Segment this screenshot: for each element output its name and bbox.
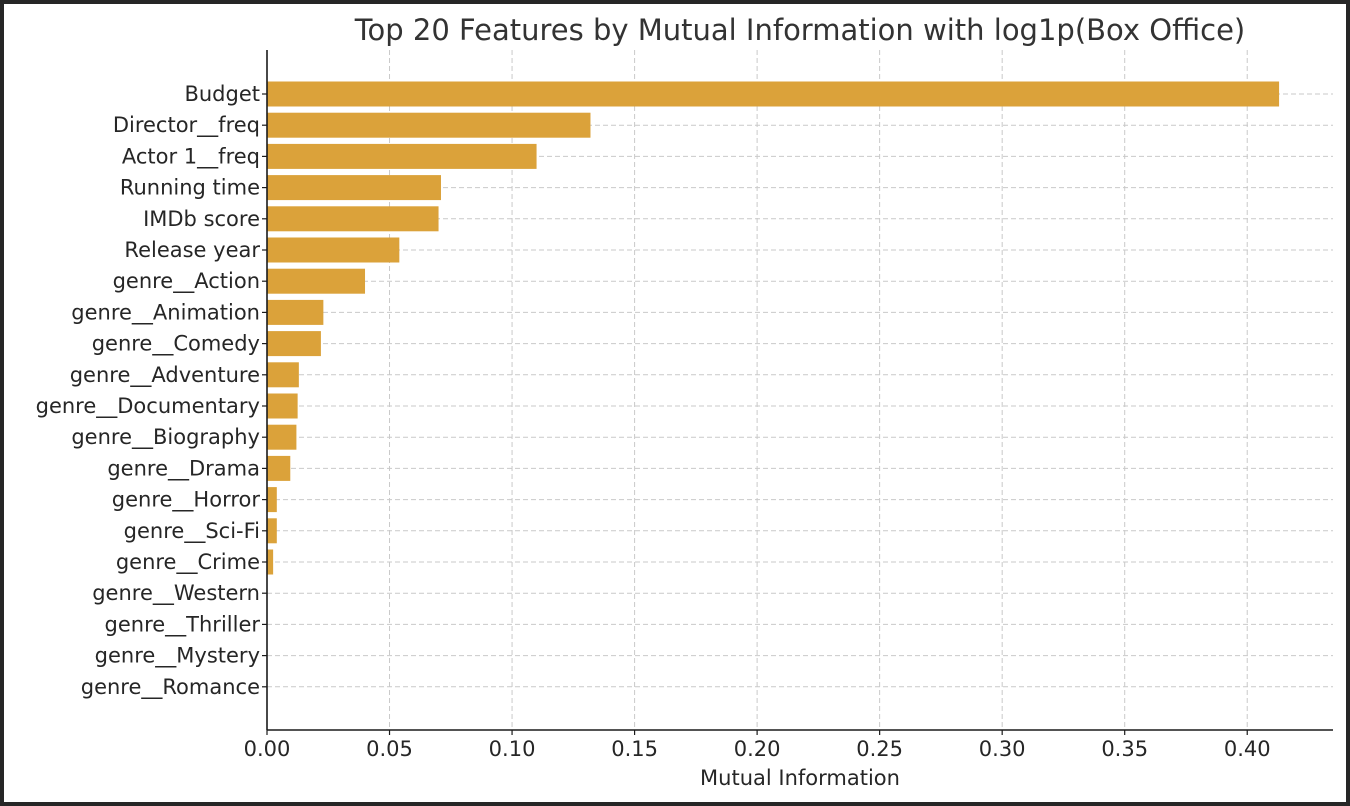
y-tick-label: genre__Horror	[112, 488, 261, 513]
axes	[262, 50, 1333, 735]
x-tick-label: 0.10	[489, 737, 536, 761]
y-tick-label: Director__freq	[113, 113, 260, 138]
y-tick-label: genre__Comedy	[92, 332, 260, 357]
y-tick-label: genre__Adventure	[70, 363, 260, 388]
y-tick-label: genre__Western	[92, 581, 260, 606]
x-tick-label: 0.15	[611, 737, 658, 761]
y-tick-label: genre__Mystery	[95, 644, 260, 669]
bar	[267, 424, 297, 450]
y-tick-label: genre__Biography	[71, 425, 260, 450]
bars	[267, 81, 1280, 575]
y-tick-label: Running time	[120, 176, 260, 200]
y-tick-label: Actor 1__freq	[122, 144, 260, 169]
chart-title: Top 20 Features by Mutual Information wi…	[354, 13, 1245, 47]
y-tick-label: genre__Drama	[107, 456, 260, 481]
y-tick-label: genre__Action	[113, 269, 260, 294]
x-tick-label: 0.25	[856, 737, 903, 761]
y-tick-label: genre__Animation	[71, 300, 260, 325]
bar	[267, 206, 439, 232]
bar	[267, 487, 277, 513]
bar	[267, 81, 1280, 107]
y-tick-label: genre__Thriller	[105, 612, 261, 637]
bar	[267, 237, 400, 263]
x-axis-label: Mutual Information	[700, 766, 900, 790]
bar	[267, 455, 291, 481]
y-tick-label: genre__Romance	[81, 675, 260, 700]
x-tick-labels: 0.00 0.05 0.10 0.15 0.20 0.25 0.30 0.35 0.40	[244, 737, 1271, 761]
y-tick-label: genre__Crime	[116, 550, 260, 575]
y-tick-label: Release year	[124, 238, 260, 262]
bar	[267, 549, 274, 575]
x-tick-label: 0.05	[366, 737, 413, 761]
x-tick-label: 0.20	[734, 737, 781, 761]
bar	[267, 362, 299, 388]
x-tick-label: 0.30	[979, 737, 1026, 761]
bar	[267, 268, 366, 294]
y-tick-labels: Budget Director__freq Actor 1__freq Running…	[36, 82, 261, 700]
x-tick-label: 0.40	[1224, 737, 1271, 761]
y-tick-label: genre__Documentary	[36, 394, 260, 419]
y-tick-label: Budget	[184, 82, 260, 106]
bar	[267, 112, 591, 138]
x-tick-label: 0.35	[1101, 737, 1148, 761]
bar	[267, 393, 298, 419]
bar	[267, 518, 277, 544]
x-tick-label: 0.00	[244, 737, 291, 761]
bar	[267, 143, 537, 169]
bar	[267, 299, 324, 325]
bar	[267, 175, 441, 201]
y-tick-label: genre__Sci-Fi	[124, 519, 260, 544]
bar	[267, 331, 321, 357]
y-tick-label: IMDb score	[143, 207, 260, 231]
